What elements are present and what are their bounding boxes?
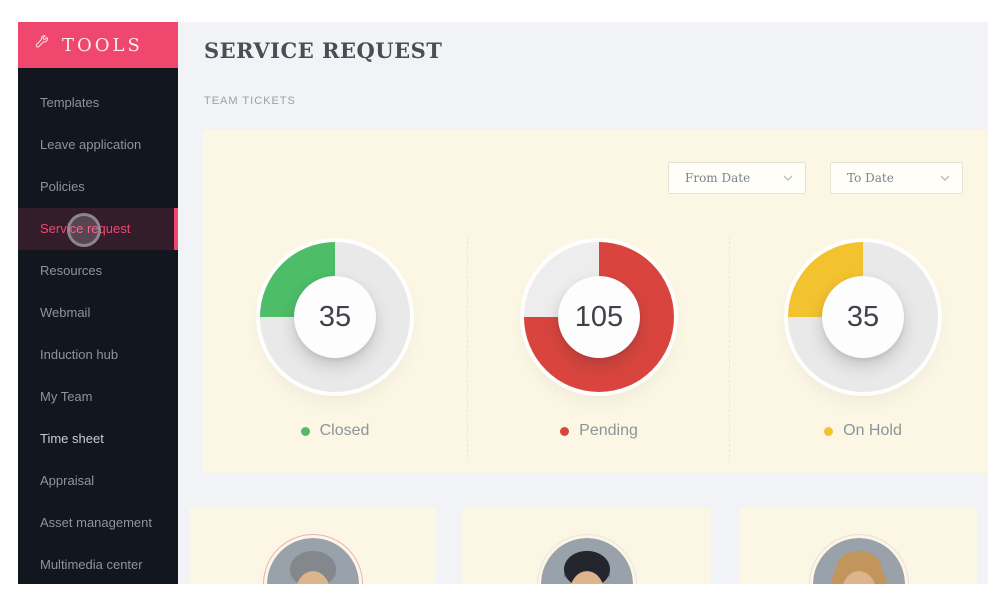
closed-donut-column: 35 Closed [203,130,467,473]
onhold-legend-label: On Hold [843,422,902,439]
pending-donut-column: 105 Pending [467,130,731,473]
female-blonde-hair-avatar [812,538,905,584]
sidebar-item-multimedia-center[interactable]: Multimedia center [40,557,143,572]
donut-charts-row: 35 Closed 105 [203,130,988,473]
page-title: SERVICE REQUEST [204,38,443,63]
sidebar-item-webmail[interactable]: Webmail [40,305,91,320]
donut-center: 105 [558,276,640,358]
closed-legend-dot [300,426,310,436]
closed-count: 35 [318,300,352,333]
column-divider [467,236,468,462]
team-tickets-panel: From Date To Date 35 [203,130,988,473]
team-cards-row [178,508,988,584]
sidebar-item-leave-application[interactable]: Leave application [40,137,142,152]
sidebar-item-appraisal[interactable]: Appraisal [40,473,95,488]
to-date-select[interactable]: To Date [830,162,963,194]
onhold-count: 35 [846,300,880,333]
male-dark-hair-avatar [540,538,633,584]
pending-legend-dot [560,426,570,436]
pending-legend: Pending [560,422,638,440]
sidebar: TOOLS Templates Leave application Policies… [18,22,178,584]
app-window: TOOLS Templates Leave application Policies… [18,22,988,584]
sidebar-item-policies[interactable]: Policies [40,179,85,194]
onhold-donut-chart: 35 [788,242,938,392]
sidebar-item-my-team[interactable]: My Team [40,389,93,404]
closed-legend: Closed [300,422,370,440]
onhold-legend: On Hold [824,422,902,440]
team-member-card[interactable] [189,508,436,584]
team-member-card[interactable] [462,508,711,584]
sidebar-title: TOOLS [62,34,143,56]
donut-center: 35 [822,276,904,358]
closed-legend-label: Closed [319,422,370,439]
team-member-card[interactable] [740,508,977,584]
chevron-down-icon [783,175,793,181]
pending-count: 105 [574,300,624,333]
sidebar-item-service-request[interactable]: Service request [18,208,178,250]
sidebar-item-time-sheet[interactable]: Time sheet [40,431,104,446]
onhold-legend-dot [824,426,834,436]
wrench-icon [33,34,50,56]
chevron-down-icon [940,175,950,181]
donut-center: 35 [294,276,376,358]
onhold-donut-column: 35 On Hold [731,130,988,473]
section-subtitle: TEAM TICKETS [204,95,296,107]
pending-legend-label: Pending [579,422,638,439]
from-date-label: From Date [685,171,751,185]
pending-donut-chart: 105 [524,242,674,392]
sidebar-menu: Templates Leave application Policies Servic… [18,68,178,584]
sidebar-item-induction-hub[interactable]: Induction hub [40,347,119,362]
sidebar-item-asset-management[interactable]: Asset management [40,515,153,530]
sidebar-item-templates[interactable]: Templates [40,95,100,110]
sidebar-item-resources[interactable]: Resources [40,263,103,278]
sidebar-header: TOOLS [18,22,178,68]
closed-donut-chart: 35 [260,242,410,392]
click-indicator [67,213,101,247]
from-date-select[interactable]: From Date [668,162,806,194]
to-date-label: To Date [847,171,894,185]
main-content: SERVICE REQUEST TEAM TICKETS From Date T… [178,22,988,584]
column-divider [729,236,730,462]
male-gray-hair-avatar [266,538,359,584]
